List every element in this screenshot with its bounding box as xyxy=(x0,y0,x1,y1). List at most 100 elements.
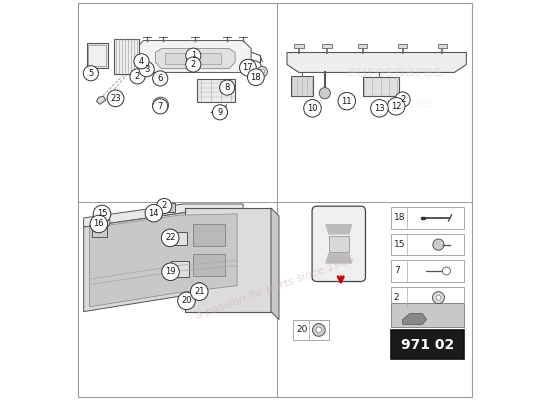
Circle shape xyxy=(395,92,410,107)
Circle shape xyxy=(219,80,235,95)
Circle shape xyxy=(248,69,264,86)
FancyBboxPatch shape xyxy=(293,320,329,340)
Circle shape xyxy=(257,66,267,77)
Circle shape xyxy=(90,215,108,233)
Circle shape xyxy=(153,97,168,113)
Polygon shape xyxy=(84,204,243,227)
FancyBboxPatch shape xyxy=(294,44,304,48)
Circle shape xyxy=(316,327,322,333)
Text: 17: 17 xyxy=(243,63,253,72)
Text: 23: 23 xyxy=(110,94,121,103)
Circle shape xyxy=(190,283,208,300)
Circle shape xyxy=(83,66,98,81)
Text: 7: 7 xyxy=(157,102,163,111)
FancyBboxPatch shape xyxy=(362,77,399,96)
FancyBboxPatch shape xyxy=(193,224,225,246)
Text: 5: 5 xyxy=(88,69,94,78)
FancyBboxPatch shape xyxy=(166,52,221,64)
Circle shape xyxy=(179,292,195,308)
Polygon shape xyxy=(90,214,237,307)
Text: 20: 20 xyxy=(296,326,307,334)
Circle shape xyxy=(186,57,201,72)
Circle shape xyxy=(157,198,172,214)
Circle shape xyxy=(433,239,444,250)
Text: eurospares: eurospares xyxy=(346,65,443,80)
Text: 2: 2 xyxy=(135,72,140,81)
Text: 15: 15 xyxy=(394,240,405,249)
Circle shape xyxy=(183,296,190,304)
FancyBboxPatch shape xyxy=(329,236,349,252)
Circle shape xyxy=(178,292,195,310)
Text: 20: 20 xyxy=(182,296,192,305)
FancyBboxPatch shape xyxy=(390,234,464,256)
FancyBboxPatch shape xyxy=(390,303,464,327)
Text: 12: 12 xyxy=(391,102,401,111)
Text: since 1985: since 1985 xyxy=(380,99,433,109)
Text: 971 02: 971 02 xyxy=(401,338,454,352)
Polygon shape xyxy=(185,208,271,312)
Circle shape xyxy=(319,88,331,99)
FancyBboxPatch shape xyxy=(153,75,163,82)
Polygon shape xyxy=(96,96,106,104)
FancyBboxPatch shape xyxy=(78,3,472,397)
Text: 22: 22 xyxy=(165,233,175,242)
Polygon shape xyxy=(403,314,426,324)
Circle shape xyxy=(157,102,164,109)
Circle shape xyxy=(260,69,265,74)
Circle shape xyxy=(442,267,450,275)
Polygon shape xyxy=(287,52,466,72)
Circle shape xyxy=(304,100,321,117)
Circle shape xyxy=(97,216,110,228)
Circle shape xyxy=(145,204,163,222)
Circle shape xyxy=(195,282,204,291)
Text: a passion for parts since 1985: a passion for parts since 1985 xyxy=(194,254,356,321)
FancyBboxPatch shape xyxy=(390,207,464,229)
Circle shape xyxy=(436,295,441,300)
FancyBboxPatch shape xyxy=(438,44,447,48)
Text: 4: 4 xyxy=(139,57,144,66)
Text: 15: 15 xyxy=(97,210,107,218)
Text: 10: 10 xyxy=(307,104,318,113)
Circle shape xyxy=(107,90,124,107)
Text: 1: 1 xyxy=(191,51,196,60)
Circle shape xyxy=(432,292,444,304)
Circle shape xyxy=(139,62,154,77)
FancyBboxPatch shape xyxy=(92,227,107,237)
FancyBboxPatch shape xyxy=(113,38,140,74)
Text: 18: 18 xyxy=(251,73,261,82)
Text: 16: 16 xyxy=(94,220,104,228)
Text: 2: 2 xyxy=(191,60,196,69)
FancyBboxPatch shape xyxy=(390,330,464,360)
Circle shape xyxy=(239,59,256,76)
Text: 2: 2 xyxy=(394,293,399,302)
FancyBboxPatch shape xyxy=(172,232,188,245)
FancyBboxPatch shape xyxy=(87,42,108,68)
Text: 14: 14 xyxy=(148,209,159,218)
FancyBboxPatch shape xyxy=(358,44,367,48)
Polygon shape xyxy=(343,93,355,106)
Polygon shape xyxy=(84,212,243,312)
Circle shape xyxy=(312,324,325,336)
FancyBboxPatch shape xyxy=(390,287,464,308)
Text: 6: 6 xyxy=(157,74,163,83)
Polygon shape xyxy=(271,208,279,320)
Text: 13: 13 xyxy=(374,104,385,113)
Polygon shape xyxy=(156,48,235,68)
Text: 18: 18 xyxy=(394,214,405,222)
FancyBboxPatch shape xyxy=(322,44,332,48)
Text: 19: 19 xyxy=(166,267,176,276)
Circle shape xyxy=(134,54,149,69)
FancyBboxPatch shape xyxy=(291,76,313,96)
Text: 7: 7 xyxy=(394,266,399,276)
Circle shape xyxy=(162,263,179,280)
Text: 8: 8 xyxy=(224,83,230,92)
Polygon shape xyxy=(326,254,351,263)
FancyBboxPatch shape xyxy=(390,260,464,282)
Circle shape xyxy=(101,219,106,225)
Circle shape xyxy=(130,69,145,84)
FancyBboxPatch shape xyxy=(89,44,106,66)
Text: 9: 9 xyxy=(217,108,223,117)
Polygon shape xyxy=(135,40,251,72)
FancyBboxPatch shape xyxy=(160,203,175,212)
Circle shape xyxy=(186,48,201,63)
